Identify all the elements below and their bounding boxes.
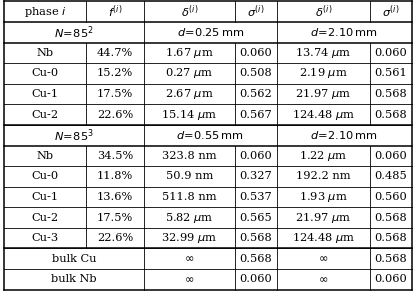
Text: 21.97 $\mu$m: 21.97 $\mu$m <box>295 87 351 101</box>
Text: 0.327: 0.327 <box>239 171 271 181</box>
Text: 34.5%: 34.5% <box>97 151 133 161</box>
Text: 0.060: 0.060 <box>239 151 271 161</box>
Text: Cu-3: Cu-3 <box>31 233 58 243</box>
Text: $N\!=\!85^2$: $N\!=\!85^2$ <box>54 24 94 41</box>
Text: 0.060: 0.060 <box>374 274 406 284</box>
Text: $d\!=\!2.10\,\mathrm{mm}$: $d\!=\!2.10\,\mathrm{mm}$ <box>310 129 377 141</box>
Text: Cu-0: Cu-0 <box>31 68 58 79</box>
Text: 0.568: 0.568 <box>374 89 406 99</box>
Text: 44.7%: 44.7% <box>97 48 133 58</box>
Text: bulk Cu: bulk Cu <box>52 254 96 264</box>
Text: 192.2 nm: 192.2 nm <box>295 171 350 181</box>
Text: $N\!=\!85^3$: $N\!=\!85^3$ <box>54 127 94 143</box>
Text: 0.508: 0.508 <box>239 68 271 79</box>
Text: 0.568: 0.568 <box>374 254 406 264</box>
Text: 124.48 $\mu$m: 124.48 $\mu$m <box>291 108 354 122</box>
Text: 0.568: 0.568 <box>374 233 406 243</box>
Text: 0.485: 0.485 <box>374 171 406 181</box>
Text: $d\!=\!0.55\,\mathrm{mm}$: $d\!=\!0.55\,\mathrm{mm}$ <box>176 129 244 141</box>
Text: $\sigma^{(i)}$: $\sigma^{(i)}$ <box>247 3 264 20</box>
Text: $\delta^{(i)}$: $\delta^{(i)}$ <box>180 3 198 20</box>
Text: 5.82 $\mu$m: 5.82 $\mu$m <box>165 210 213 225</box>
Text: 0.27 $\mu$m: 0.27 $\mu$m <box>165 66 213 81</box>
Text: 22.6%: 22.6% <box>97 110 133 120</box>
Text: 0.568: 0.568 <box>374 212 406 223</box>
Text: 323.8 nm: 323.8 nm <box>161 151 216 161</box>
Text: 17.5%: 17.5% <box>97 212 133 223</box>
Text: 0.560: 0.560 <box>374 192 406 202</box>
Text: $d\!=\!2.10\,\mathrm{mm}$: $d\!=\!2.10\,\mathrm{mm}$ <box>310 26 377 38</box>
Text: Nb: Nb <box>36 48 53 58</box>
Text: $\delta^{(i)}$: $\delta^{(i)}$ <box>314 3 331 20</box>
Text: 124.48 $\mu$m: 124.48 $\mu$m <box>291 231 354 245</box>
Text: 0.567: 0.567 <box>239 110 271 120</box>
Text: Cu-2: Cu-2 <box>31 110 58 120</box>
Text: 0.568: 0.568 <box>239 233 271 243</box>
Text: Cu-0: Cu-0 <box>31 171 58 181</box>
Text: 13.74 $\mu$m: 13.74 $\mu$m <box>295 46 351 60</box>
Text: 2.19 $\mu$m: 2.19 $\mu$m <box>298 66 347 81</box>
Text: phase $i$: phase $i$ <box>24 5 66 19</box>
Text: 21.97 $\mu$m: 21.97 $\mu$m <box>295 210 351 225</box>
Text: $\infty$: $\infty$ <box>318 274 328 284</box>
Text: 11.8%: 11.8% <box>97 171 133 181</box>
Text: 0.060: 0.060 <box>374 151 406 161</box>
Text: 2.67 $\mu$m: 2.67 $\mu$m <box>165 87 213 101</box>
Text: 0.537: 0.537 <box>239 192 271 202</box>
Text: 0.565: 0.565 <box>239 212 271 223</box>
Text: Nb: Nb <box>36 151 53 161</box>
Text: 17.5%: 17.5% <box>97 89 133 99</box>
Text: 0.060: 0.060 <box>239 48 271 58</box>
Text: 32.99 $\mu$m: 32.99 $\mu$m <box>161 231 217 245</box>
Text: $\infty$: $\infty$ <box>184 254 194 264</box>
Text: $\sigma^{(i)}$: $\sigma^{(i)}$ <box>381 3 399 20</box>
Text: Cu-1: Cu-1 <box>31 192 58 202</box>
Text: 0.060: 0.060 <box>374 48 406 58</box>
Text: Cu-1: Cu-1 <box>31 89 58 99</box>
Text: 0.561: 0.561 <box>374 68 406 79</box>
Text: 0.562: 0.562 <box>239 89 271 99</box>
Text: $\infty$: $\infty$ <box>184 274 194 284</box>
Text: 1.93 $\mu$m: 1.93 $\mu$m <box>298 190 347 204</box>
Text: $\infty$: $\infty$ <box>318 254 328 264</box>
Text: 0.568: 0.568 <box>374 110 406 120</box>
Text: 22.6%: 22.6% <box>97 233 133 243</box>
Text: 13.6%: 13.6% <box>97 192 133 202</box>
Text: 1.22 $\mu$m: 1.22 $\mu$m <box>299 149 347 163</box>
Text: Cu-2: Cu-2 <box>31 212 58 223</box>
Text: 511.8 nm: 511.8 nm <box>161 192 216 202</box>
Text: 15.14 $\mu$m: 15.14 $\mu$m <box>161 108 217 122</box>
Text: 50.9 nm: 50.9 nm <box>165 171 213 181</box>
Text: 1.67 $\mu$m: 1.67 $\mu$m <box>165 46 213 60</box>
Text: 15.2%: 15.2% <box>97 68 133 79</box>
Text: 0.568: 0.568 <box>239 254 271 264</box>
Text: 0.060: 0.060 <box>239 274 271 284</box>
Text: bulk Nb: bulk Nb <box>51 274 97 284</box>
Text: $f^{(i)}$: $f^{(i)}$ <box>107 3 122 20</box>
Text: $d\!=\!0.25\,\mathrm{mm}$: $d\!=\!0.25\,\mathrm{mm}$ <box>176 26 243 38</box>
